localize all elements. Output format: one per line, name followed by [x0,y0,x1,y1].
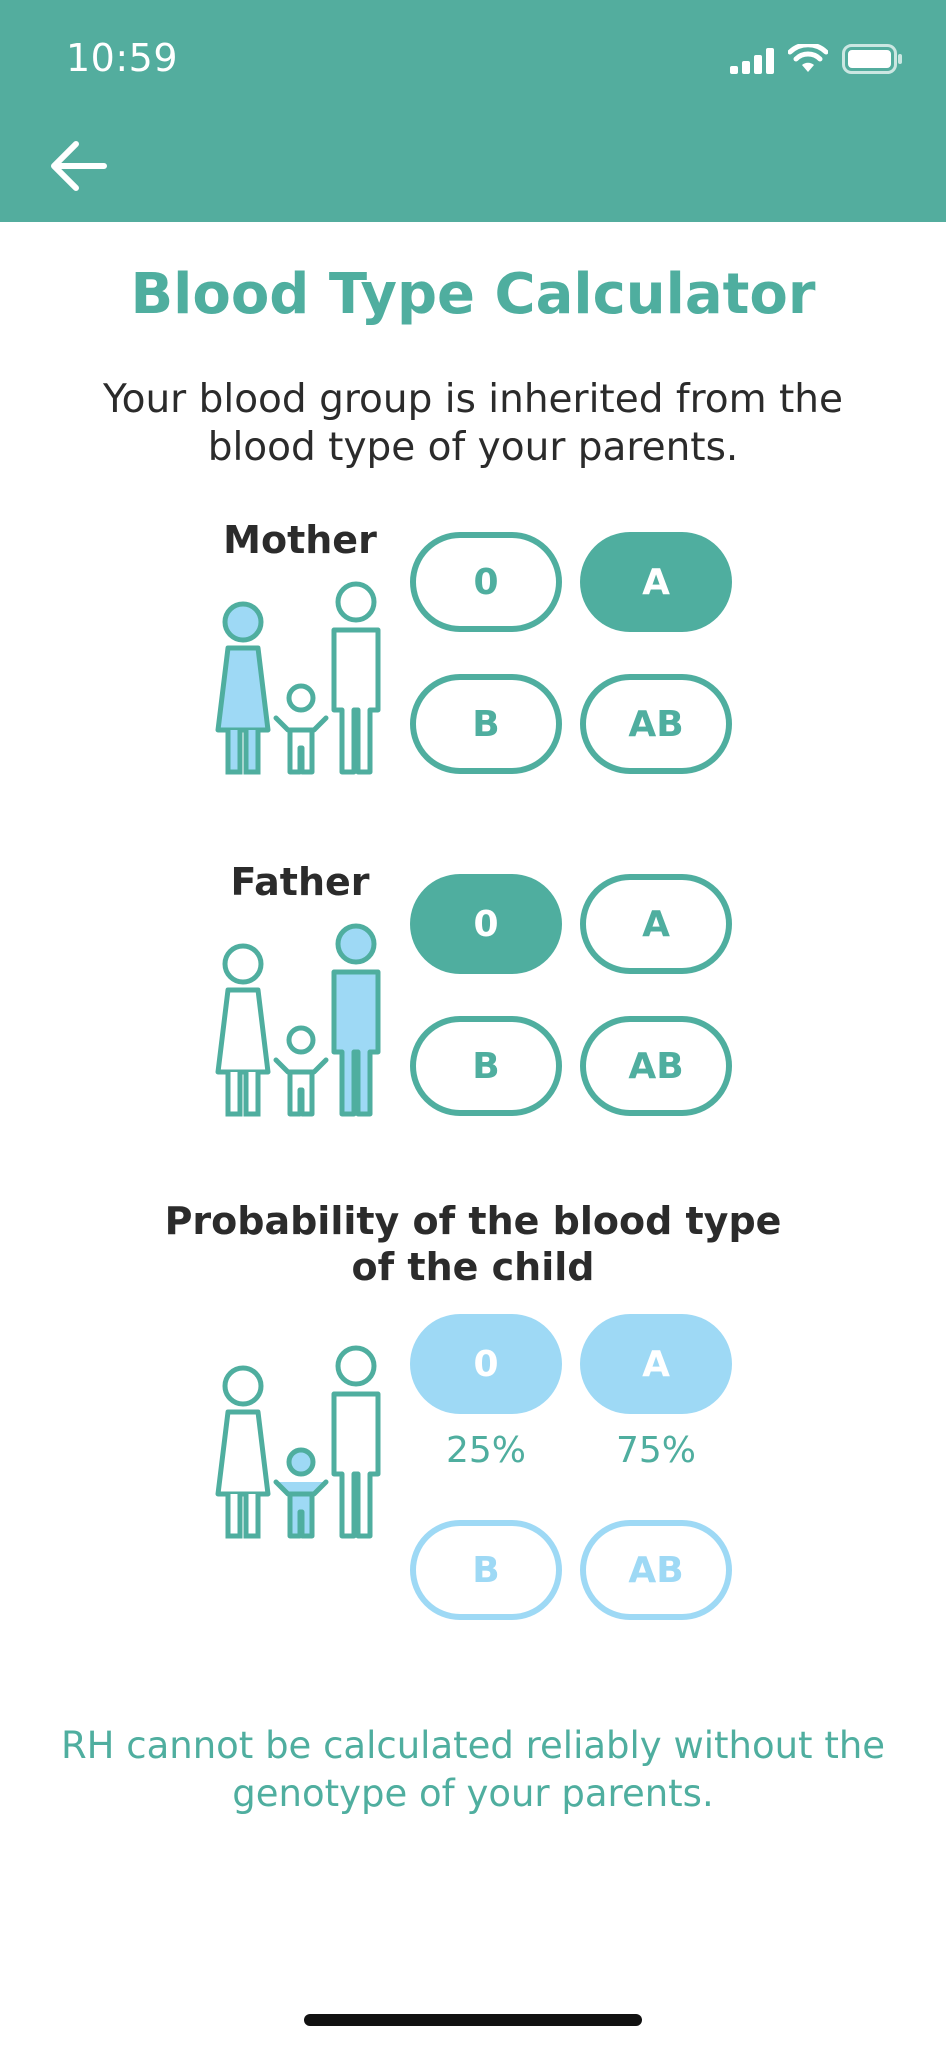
mother-option-a[interactable]: A [580,532,732,632]
status-time: 10:59 [66,36,179,80]
mother-label: Mother [223,518,377,562]
father-option-0[interactable]: 0 [410,874,562,974]
back-arrow-icon[interactable] [48,140,108,192]
family-father-icon [215,923,381,1117]
child-result-ab: AB [580,1520,732,1620]
child-result-b: B [410,1520,562,1620]
wifi-icon [788,44,828,72]
mother-option-0[interactable]: 0 [410,532,562,632]
rh-note: RH cannot be calculated reliably without… [60,1724,886,1815]
child-probability-a: 75% [615,1430,696,1471]
family-mother-icon [215,581,381,775]
mother-option-ab[interactable]: AB [580,674,732,774]
father-option-b[interactable]: B [410,1016,562,1116]
home-indicator [304,2014,642,2026]
father-label: Father [230,860,370,904]
father-option-ab[interactable]: AB [580,1016,732,1116]
child-probability-0: 25% [445,1430,526,1471]
battery-icon [842,44,902,74]
child-result-0: 0 [410,1314,562,1414]
child-result-a: A [580,1314,732,1414]
family-child-icon [215,1345,381,1539]
app-bar: 10:59 [0,0,946,222]
signal-icon [730,48,774,74]
child-probability-label: Probability of the blood type of the chi… [164,1199,782,1289]
status-icons [730,40,910,80]
page-title: Blood Type Calculator [130,262,816,327]
mother-option-b[interactable]: B [410,674,562,774]
page-subtitle: Your blood group is inherited from the b… [102,377,844,470]
father-option-a[interactable]: A [580,874,732,974]
